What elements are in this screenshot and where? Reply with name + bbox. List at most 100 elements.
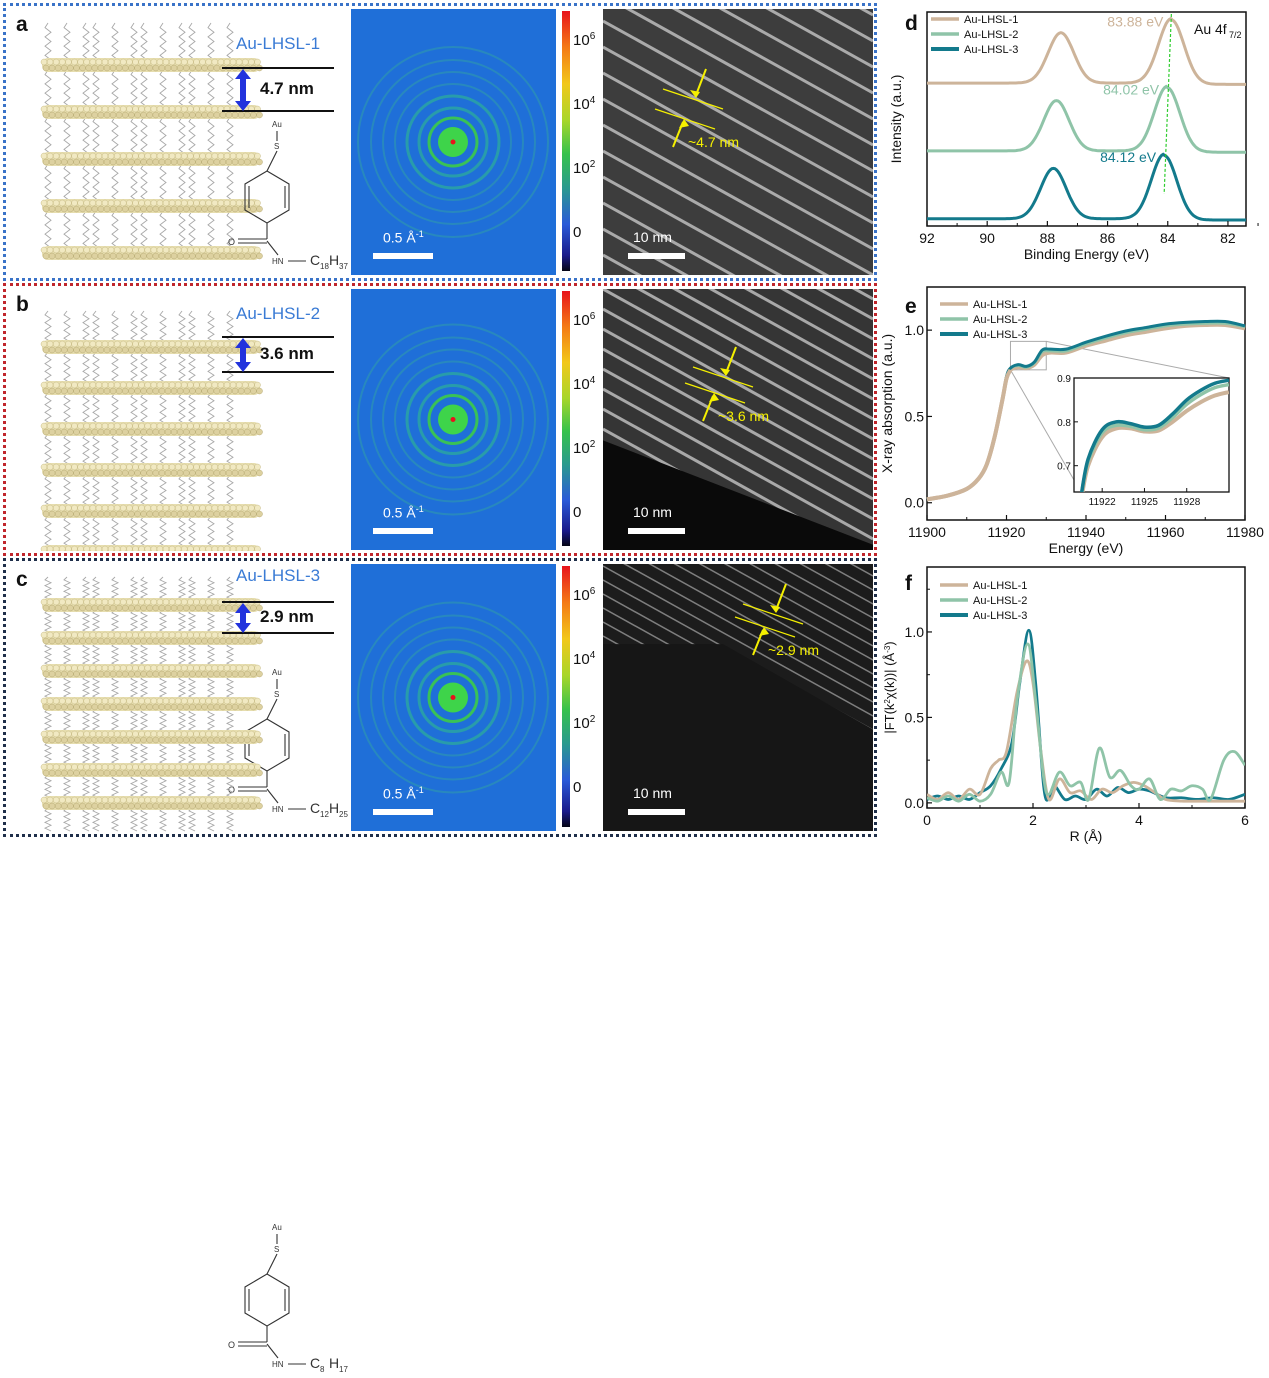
saxs-scale-bar <box>373 809 433 815</box>
superlattice-illustration <box>40 310 263 551</box>
legend-label: Au-LHSL-2 <box>973 314 1027 326</box>
exafs-chart: Au-LHSL-1 Au-LHSL-2 Au-LHSL-3 0 2 4 6 0.0 0.5 1.0… <box>882 566 1249 844</box>
x-tick-label: 11940 <box>1067 524 1105 540</box>
legend-label: Au-LHSL-3 <box>964 44 1018 56</box>
chain-carbon-count: 8 <box>320 1365 325 1374</box>
legend-label: Au-LHSL-3 <box>973 329 1027 341</box>
legend-label: Au-LHSL-1 <box>973 299 1027 311</box>
panel-f-label: f <box>905 572 912 595</box>
exafs-series-line <box>927 642 1245 803</box>
x-tick-label: 82 <box>1220 230 1236 246</box>
inset-y-tick-label: 0.9 <box>1057 374 1071 385</box>
colorbar-tick-exponent: 2 <box>589 714 596 725</box>
spacing-line-bottom <box>222 110 334 112</box>
x-tick-label: 11980 <box>1226 524 1264 540</box>
ligand-structure: Au S O HN C 18 H 37 <box>228 120 348 271</box>
saxs-pattern <box>351 289 556 550</box>
x-tick-label: 86 <box>1100 230 1116 246</box>
colorbar-tick-base: 10 <box>573 96 590 113</box>
colorbar-tick: 0 <box>573 223 581 241</box>
inset-x-tick-label: 11925 <box>1131 497 1159 508</box>
y-tick-label: 0.5 <box>905 709 925 725</box>
atom-hn: HN <box>272 805 284 814</box>
x-tick-label: 90 <box>979 230 995 246</box>
legend-label: Au-LHSL-2 <box>964 29 1018 41</box>
colorbar-tick-base: 10 <box>573 587 590 604</box>
intensity-colorbar <box>562 11 570 271</box>
chain-carbon: C <box>310 800 320 816</box>
x-axis-title: R (Å) <box>1070 828 1103 844</box>
sample-name: Au-LHSL-1 <box>236 34 321 53</box>
chain-hydrogen-count: 17 <box>339 1365 348 1374</box>
colorbar-tick: 102 <box>573 159 595 177</box>
y-tick-label: 0.5 <box>905 408 925 424</box>
colorbar-tick: 106 <box>573 311 595 329</box>
atom-o: O <box>228 785 235 795</box>
chain-carbon-count: 12 <box>320 810 329 819</box>
chain-carbon-count: 18 <box>320 262 329 271</box>
layer-spacing: 2.9 nm <box>260 606 314 626</box>
ligand-structure: Au S O HN C 8 H 17 <box>228 1223 348 1374</box>
x-tick-label: 6 <box>1241 812 1249 828</box>
xanes-series-line-edge <box>926 368 1013 502</box>
colorbar-tick-exponent: 2 <box>589 439 596 450</box>
atom-s: S <box>274 690 279 699</box>
colorbar-tick: 0 <box>573 503 581 521</box>
y-axis-title-part: -3 <box>883 645 892 653</box>
x-axis-title: Energy (eV) <box>1049 540 1124 556</box>
colorbar-tick: 106 <box>573 31 595 49</box>
panel-b-label: b <box>16 293 29 316</box>
sample-name: Au-LHSL-3 <box>236 566 321 585</box>
y-tick-label: 0.0 <box>905 495 925 511</box>
colorbar-tick-exponent: 4 <box>589 375 596 386</box>
atom-hn: HN <box>272 257 284 266</box>
atom-hn: HN <box>272 1360 284 1369</box>
chain-hydrogen: H <box>329 1355 339 1371</box>
colorbar-tick-base: 10 <box>573 440 590 457</box>
saxs-scale-value: 0.5 Å <box>383 229 416 246</box>
panel-b-frame <box>3 283 877 556</box>
x-axis-title: Binding Energy (eV) <box>1024 246 1149 262</box>
colorbar-tick-exponent: 4 <box>589 650 596 661</box>
y-tick-label: 0.0 <box>905 795 925 811</box>
colorbar-tick-base: 10 <box>573 651 590 668</box>
colorbar-tick: 104 <box>573 375 595 393</box>
plot-frame <box>926 11 1247 227</box>
tem-image: ~2.9 nm <box>603 564 873 831</box>
spacing-line-bottom <box>222 371 334 373</box>
saxs-pattern <box>351 564 556 831</box>
inset-series-line <box>1080 390 1229 492</box>
tem-scale-label: 10 nm <box>633 785 672 801</box>
core-level-subscript: 7/2 <box>1229 30 1242 40</box>
colorbar-tick: 104 <box>573 650 595 668</box>
panel-d-label: d <box>905 12 918 35</box>
atom-o: O <box>228 237 235 247</box>
chain-hydrogen-count: 37 <box>339 262 348 271</box>
panel-e-label: e <box>905 295 917 318</box>
colorbar-tick-base: 10 <box>573 312 590 329</box>
double-arrow-icon <box>235 69 251 111</box>
colorbar-tick: 102 <box>573 439 595 457</box>
zoom-region-box <box>1009 340 1047 371</box>
spacing-line-top <box>222 601 334 603</box>
intensity-colorbar <box>562 291 570 546</box>
y-tick-label: 1.0 <box>905 624 925 640</box>
x-tick-label: 11900 <box>908 524 946 540</box>
layer-spacing: 3.6 nm <box>260 343 314 363</box>
tem-lattice-measure: ~4.7 nm <box>688 134 739 150</box>
chain-carbon: C <box>310 1355 320 1371</box>
tem-scale-label: 10 nm <box>633 504 672 520</box>
colorbar-tick: 106 <box>573 586 595 604</box>
x-tick-label: 92 <box>919 230 935 246</box>
colorbar-tick: 104 <box>573 95 595 113</box>
colorbar-tick-exponent: 2 <box>589 159 596 170</box>
chain-hydrogen: H <box>329 252 339 268</box>
colorbar-tick-base: 10 <box>573 160 590 177</box>
panel-c-frame <box>3 558 877 837</box>
peak-position-label: 83.88 eV <box>1107 14 1164 30</box>
xps-series-line <box>927 84 1246 154</box>
saxs-scale-value: 0.5 Å <box>383 504 416 521</box>
panel-c-label: c <box>16 568 28 591</box>
legend-label: Au-LHSL-1 <box>964 14 1018 26</box>
saxs-scale-bar <box>373 528 433 534</box>
